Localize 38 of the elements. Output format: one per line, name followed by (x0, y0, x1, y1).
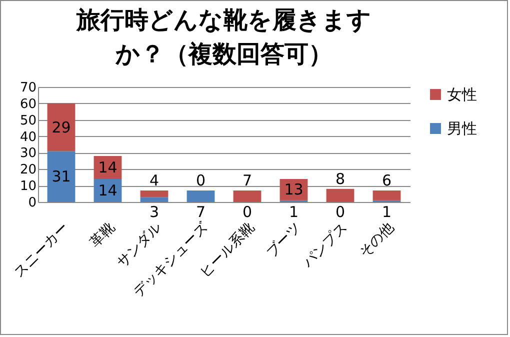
x-tick-label: 革靴 (87, 220, 118, 251)
bar (372, 190, 401, 200)
data-label: 0 (242, 203, 252, 221)
data-label: 0 (196, 172, 206, 190)
data-label: 8 (335, 170, 346, 188)
chart-title: 旅行時どんな靴を履きますか？（複数回答可） (76, 6, 372, 68)
bar (186, 190, 215, 202)
data-label: 4 (149, 172, 160, 190)
x-tick-label: その他 (356, 220, 398, 261)
legend-label: 女性 (447, 86, 477, 104)
data-label: 0 (335, 203, 346, 221)
data-label: 14 (98, 158, 118, 176)
data-label: 31 (52, 168, 71, 186)
bar (326, 188, 354, 202)
data-label: 1 (288, 203, 299, 221)
bar (47, 151, 76, 202)
data-label: 7 (242, 172, 252, 190)
bar (140, 190, 168, 198)
y-tick-label: 40 (20, 130, 36, 145)
data-label: 6 (382, 172, 392, 190)
y-tick-label: 50 (20, 113, 36, 128)
data-label: 13 (284, 180, 304, 199)
data-label: 7 (196, 203, 206, 221)
data-label: 3 (149, 203, 160, 221)
x-tick-label: スニーカー (11, 220, 72, 281)
y-tick-label: 20 (20, 162, 36, 178)
data-label: 1 (382, 203, 392, 221)
y-tick-label: 10 (20, 179, 36, 194)
bar (140, 197, 168, 202)
y-tick-label: 70 (20, 80, 36, 96)
y-tick-label: 30 (20, 146, 36, 162)
y-tick-label: 0 (28, 196, 36, 210)
y-tick-label: 60 (20, 96, 36, 112)
data-label: 29 (52, 118, 71, 136)
bar (47, 103, 76, 152)
data-label: 14 (98, 182, 118, 200)
bar (233, 190, 262, 202)
legend-label: 男性 (447, 120, 477, 138)
